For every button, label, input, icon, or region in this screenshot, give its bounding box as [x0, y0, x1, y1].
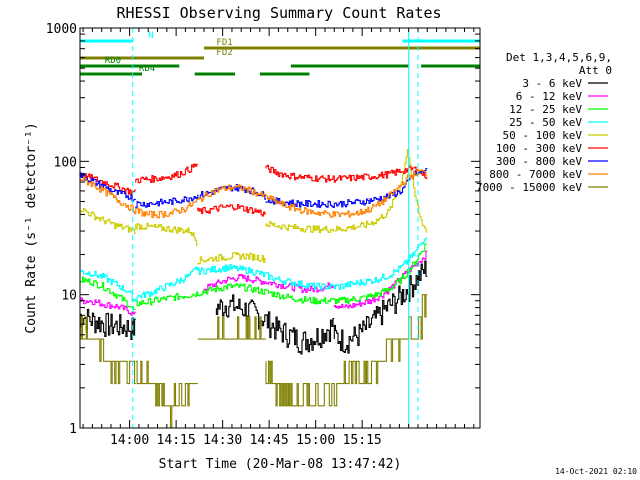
- series-layer: [79, 148, 428, 428]
- x-axis: 14:00 14:15 14:30 14:45 15:00 15:15: [82, 28, 475, 448]
- series-4-segment-2: [197, 252, 266, 265]
- legend-label-7: 800 - 7000 keV: [489, 168, 582, 181]
- legend-label-2: 12 - 25 keV: [509, 103, 582, 116]
- series-3: [79, 237, 428, 302]
- series-3-segment-1: [135, 266, 198, 301]
- y-tick-label-0: 1: [69, 422, 77, 437]
- x-tick-label-5: 15:15: [343, 433, 382, 448]
- state-label-rd0: RD0: [105, 56, 121, 66]
- series-1-segment-0: [79, 297, 136, 316]
- series-8-segment-2: [197, 316, 266, 340]
- y-axis-label: Count Rate (s⁻¹ detector⁻¹): [24, 122, 39, 333]
- plot-frame: [79, 27, 481, 429]
- legend-label-8: 7000 - 15000 keV: [476, 181, 582, 194]
- series-5-segment-3: [265, 164, 428, 183]
- series-3-segment-3: [265, 237, 428, 291]
- series-1-segment-1: [203, 274, 335, 294]
- y-tick-label-1: 10: [61, 289, 77, 304]
- legend-label-0: 3 - 6 keV: [522, 77, 582, 90]
- legend-header-1: Att 0: [579, 64, 612, 77]
- state-label-fd1: FD1: [216, 38, 232, 48]
- x-tick-label-0: 14:00: [110, 433, 149, 448]
- series-8-segment-3: [265, 294, 428, 407]
- chart-title: RHESSI Observing Summary Count Rates: [116, 4, 441, 22]
- legend-label-1: 6 - 12 keV: [516, 90, 583, 103]
- x-tick-label-1: 14:15: [157, 433, 196, 448]
- series-0: [79, 260, 428, 355]
- x-axis-label: Start Time (20-Mar-08 13:47:42): [159, 457, 402, 472]
- x-tick-label-2: 14:30: [203, 433, 242, 448]
- x-tick-label-4: 15:00: [296, 433, 335, 448]
- series-5-segment-0: [79, 173, 136, 195]
- legend-label-4: 50 - 100 keV: [503, 129, 583, 142]
- x-tick-label-3: 14:45: [250, 433, 289, 448]
- series-3-segment-0: [79, 269, 136, 302]
- series-5-segment-1: [135, 163, 198, 184]
- series-6-segment-3: [265, 167, 428, 208]
- series-0-segment-2: [333, 260, 428, 354]
- series-7: [79, 168, 428, 219]
- series-2-segment-0: [79, 276, 136, 311]
- series-7-segment-0: [79, 168, 428, 219]
- legend-label-3: 25 - 50 keV: [509, 116, 582, 129]
- series-3-segment-2: [197, 264, 266, 278]
- series-4-segment-0: [79, 205, 136, 234]
- series-6-segment-0: [79, 172, 136, 202]
- footer-timestamp: 14-Oct-2021 02:10: [555, 467, 637, 476]
- legend-header-0: Det 1,3,4,5,6,9,: [506, 51, 612, 64]
- state-label-fd2: FD2: [216, 48, 232, 58]
- series-8: [80, 294, 428, 428]
- series-0-segment-0: [79, 308, 136, 341]
- y-axis: 1 10 100 1000: [46, 22, 480, 437]
- series-8-segment-0: [80, 316, 136, 385]
- series-6-segment-1: [135, 196, 198, 208]
- series-2-segment-1: [135, 243, 428, 307]
- legend-label-5: 100 - 300 keV: [496, 142, 582, 155]
- legend-label-6: 300 - 800 keV: [496, 155, 582, 168]
- series-2: [79, 243, 428, 311]
- series-0-segment-1: [215, 294, 335, 355]
- state-label-rd4: RD4: [139, 64, 155, 74]
- series-4-segment-1: [135, 222, 198, 246]
- y-tick-label-2: 100: [54, 155, 77, 170]
- series-8-segment-1: [135, 360, 198, 428]
- series-5: [79, 163, 428, 217]
- state-label-n: N: [148, 31, 153, 41]
- series-5-segment-2: [197, 204, 266, 217]
- y-tick-label-3: 1000: [46, 22, 77, 37]
